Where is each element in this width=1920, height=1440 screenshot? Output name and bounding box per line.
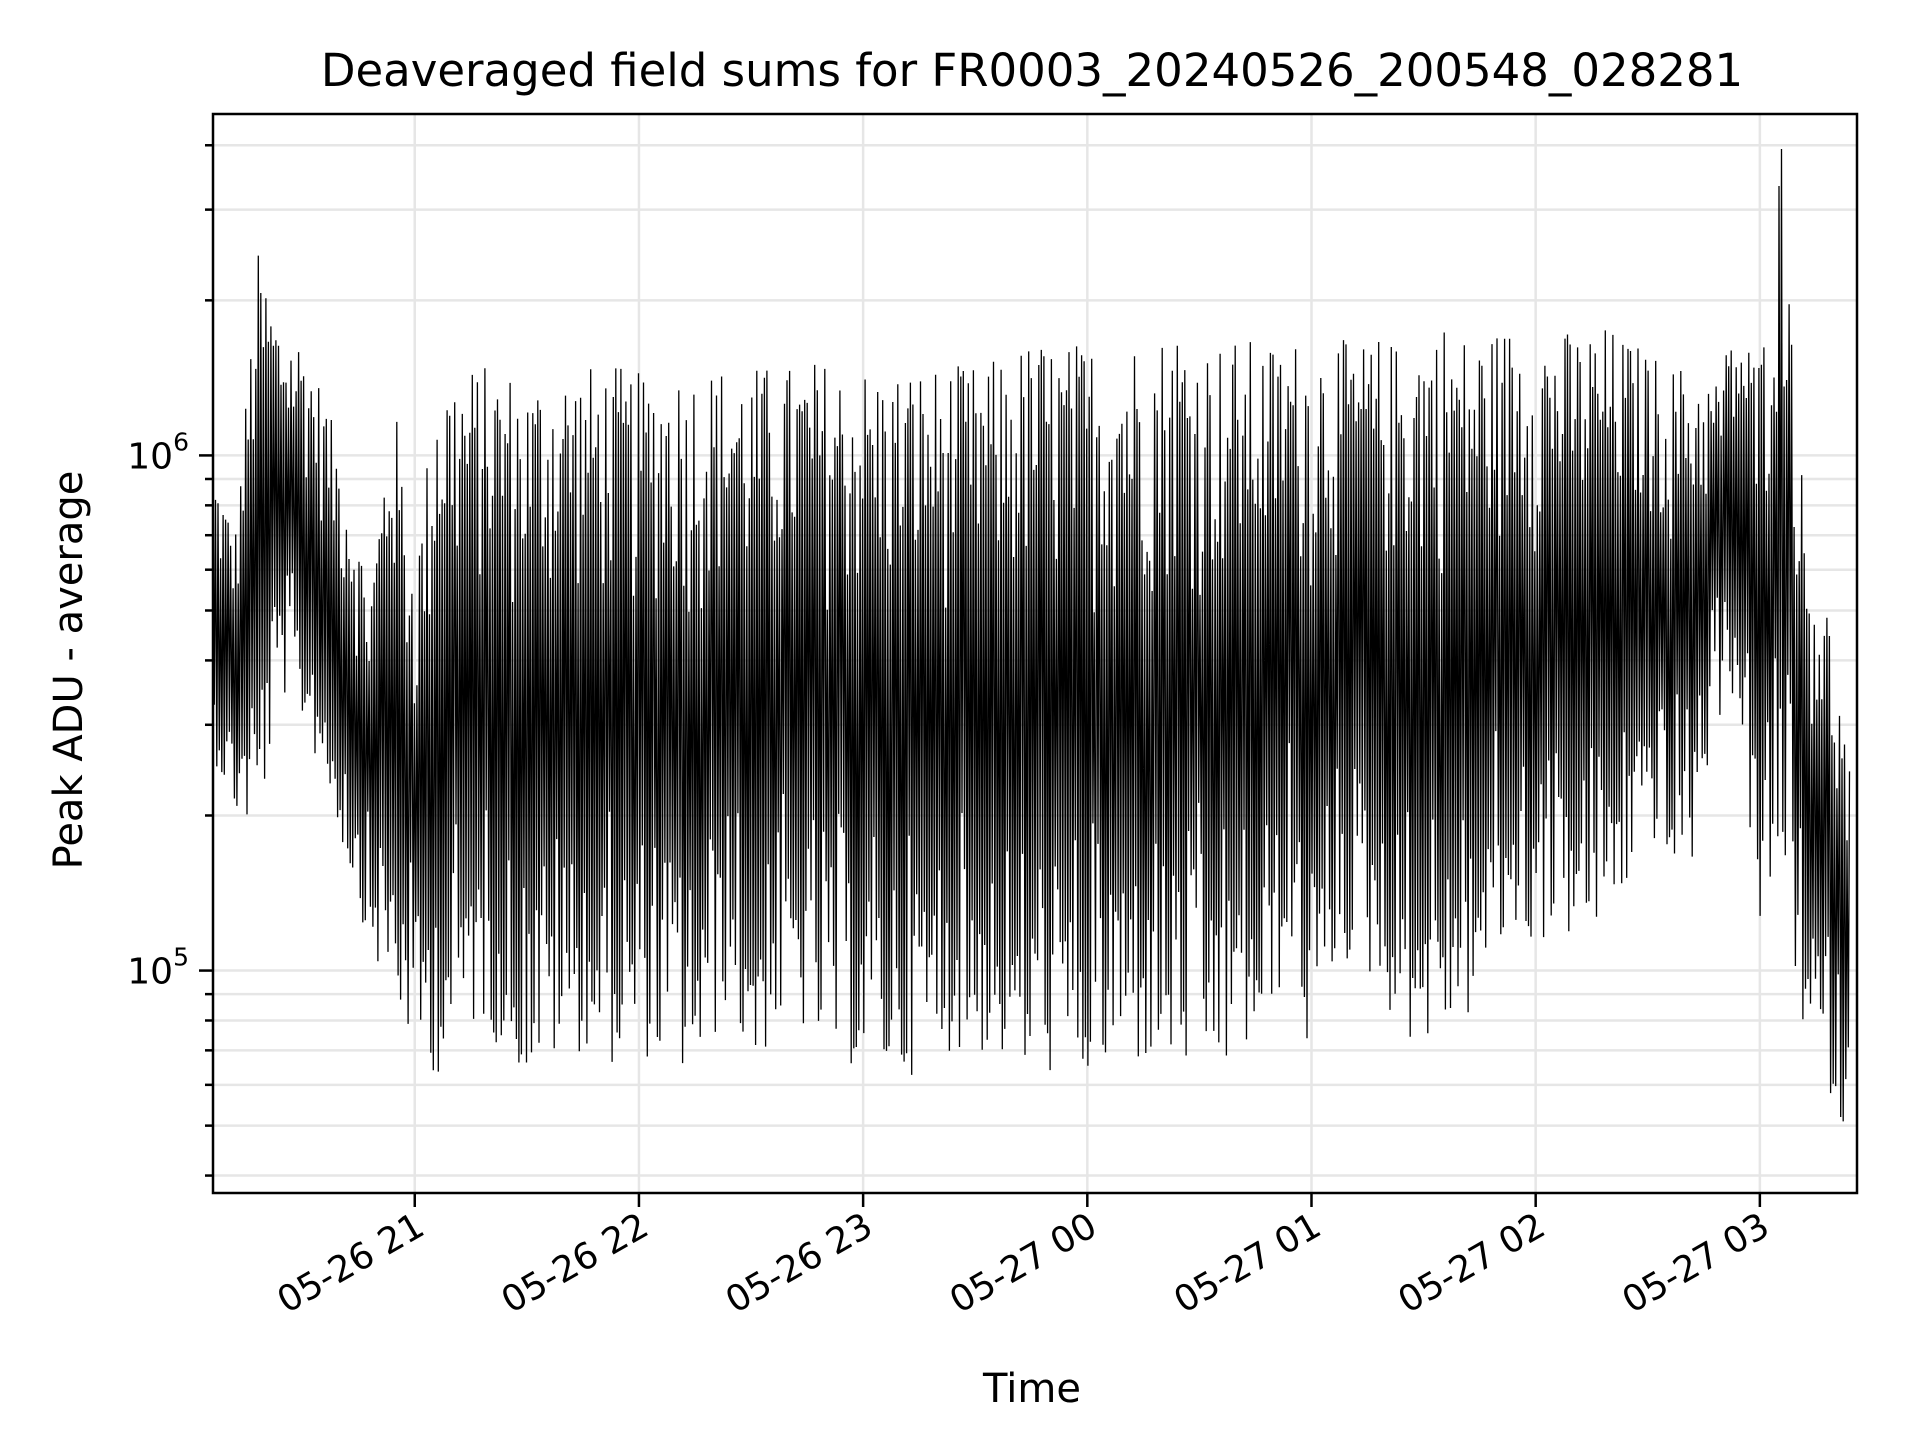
- plot-frame: [211, 112, 1859, 1195]
- y-tick-label: 106: [127, 427, 189, 477]
- x-axis-label: Time: [982, 1366, 1081, 1412]
- chart-title: Deaveraged field sums for FR0003_2024052…: [321, 44, 1743, 97]
- data-series: [212, 148, 1851, 1122]
- series-line: [212, 148, 1851, 1122]
- y-axis-label: Peak ADU - average: [46, 471, 92, 870]
- y-tick-label: 105: [127, 943, 189, 993]
